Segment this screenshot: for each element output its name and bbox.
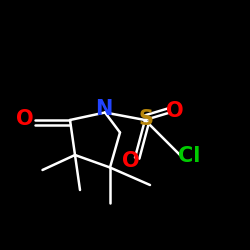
Text: S: S [139, 109, 154, 129]
Text: O: O [122, 151, 140, 171]
Text: O: O [166, 101, 184, 121]
Text: N: N [95, 99, 112, 119]
Text: O: O [16, 109, 34, 129]
Text: Cl: Cl [178, 146, 200, 166]
